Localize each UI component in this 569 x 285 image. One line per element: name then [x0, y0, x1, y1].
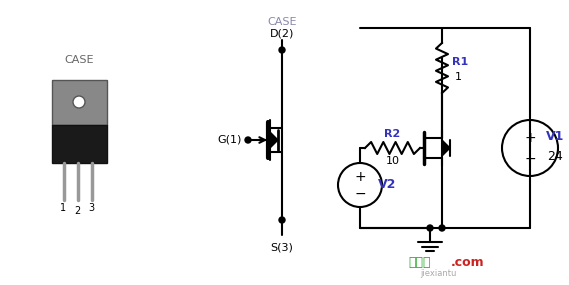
Text: R1: R1	[452, 57, 468, 67]
Text: 1: 1	[455, 72, 461, 82]
Text: CASE: CASE	[64, 55, 94, 65]
Text: 3: 3	[88, 203, 94, 213]
Text: −: −	[524, 152, 536, 166]
Text: 10: 10	[386, 156, 399, 166]
Text: jiexiantu: jiexiantu	[420, 270, 456, 278]
Text: G(1): G(1)	[218, 135, 242, 145]
Text: −: −	[354, 187, 366, 201]
Text: +: +	[354, 170, 366, 184]
Text: R2: R2	[385, 129, 401, 139]
Text: 24: 24	[547, 150, 563, 162]
Circle shape	[279, 217, 285, 223]
Text: 1: 1	[60, 203, 66, 213]
Text: D(2): D(2)	[270, 29, 294, 39]
Text: 接线图: 接线图	[409, 255, 431, 268]
Circle shape	[279, 47, 285, 53]
Text: +: +	[524, 131, 536, 145]
Bar	[52, 80, 107, 125]
Circle shape	[427, 225, 433, 231]
Text: CASE: CASE	[267, 17, 297, 27]
Bar	[52, 125, 107, 163]
Text: .com: .com	[451, 255, 485, 268]
Text: 2: 2	[74, 206, 80, 216]
Text: V2: V2	[378, 178, 396, 192]
Circle shape	[439, 225, 445, 231]
Polygon shape	[268, 130, 278, 150]
Text: V1: V1	[546, 129, 564, 142]
Circle shape	[245, 137, 251, 143]
Circle shape	[73, 96, 85, 108]
Text: S(3): S(3)	[271, 243, 294, 253]
Polygon shape	[442, 140, 450, 156]
